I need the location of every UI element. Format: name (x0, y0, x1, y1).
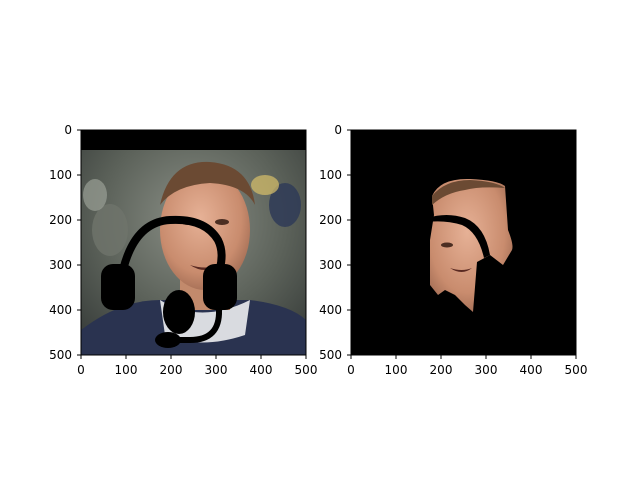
right-image-panel (350, 129, 577, 356)
left-xtick-label: 300 (205, 363, 228, 377)
right-xtick-label: 400 (520, 363, 543, 377)
left-ytick-label: 300 (49, 258, 72, 272)
right-ytick-label: 500 (319, 348, 342, 362)
right-xtick-label: 100 (385, 363, 408, 377)
left-axes: 0 100 200 300 400 500 0 100 200 300 400 500 (49, 123, 317, 377)
left-xtick-label: 200 (160, 363, 183, 377)
right-xtick-label: 200 (430, 363, 453, 377)
left-xtick-label: 100 (115, 363, 138, 377)
right-ytick-label: 0 (334, 123, 342, 137)
right-xtick-label: 0 (347, 363, 355, 377)
right-xtick-label: 300 (475, 363, 498, 377)
right-ytick-label: 200 (319, 213, 342, 227)
left-xtick-label: 500 (295, 363, 318, 377)
left-ytick-label: 100 (49, 168, 72, 182)
right-xtick-label: 500 (565, 363, 588, 377)
left-xtick-label: 0 (77, 363, 85, 377)
right-ytick-label: 400 (319, 303, 342, 317)
right-ytick-label: 100 (319, 168, 342, 182)
left-ytick-label: 200 (49, 213, 72, 227)
left-ytick-label: 500 (49, 348, 72, 362)
left-ytick-label: 400 (49, 303, 72, 317)
right-axes: 0 100 200 300 400 500 0 100 200 300 400 500 (319, 123, 587, 377)
right-ytick-label: 300 (319, 258, 342, 272)
left-xtick-label: 400 (250, 363, 273, 377)
left-ytick-label: 0 (64, 123, 72, 137)
left-image-panel (80, 129, 307, 356)
